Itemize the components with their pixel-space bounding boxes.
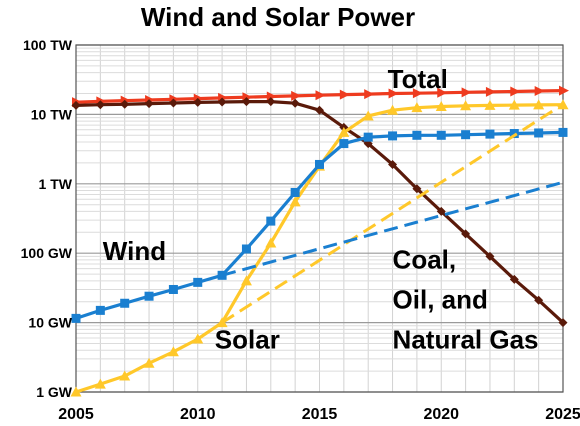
data-point-wind xyxy=(412,130,422,140)
annotation-label: Oil, and xyxy=(393,284,488,314)
y-tick-label: 10 GW xyxy=(28,315,72,331)
annotation-label: Natural Gas xyxy=(393,325,539,355)
data-point-solar xyxy=(338,126,350,137)
data-point-total xyxy=(388,88,399,99)
series-solar-trend xyxy=(221,103,564,324)
data-point-total xyxy=(510,86,521,97)
data-point-fossil xyxy=(217,97,227,107)
data-point-wind xyxy=(339,139,349,149)
data-point-wind xyxy=(436,130,446,140)
data-point-solar xyxy=(240,275,252,286)
data-point-solar xyxy=(167,346,179,357)
data-point-solar xyxy=(94,378,106,389)
y-tick-label: 1 GW xyxy=(36,384,73,400)
x-tick-label: 2015 xyxy=(302,406,338,423)
data-point-total xyxy=(412,88,423,99)
data-point-fossil xyxy=(71,100,81,110)
data-point-wind xyxy=(290,187,300,197)
data-point-solar xyxy=(119,370,131,381)
data-point-wind xyxy=(461,130,471,140)
data-point-wind xyxy=(193,277,203,287)
annotation-label: Solar xyxy=(215,325,280,355)
data-point-fossil xyxy=(290,98,300,108)
annotations: Total Wind Solar Coal, Oil, and Natural Gas xyxy=(103,64,539,355)
data-point-solar xyxy=(192,333,204,344)
data-point-fossil xyxy=(120,99,130,109)
data-point-wind xyxy=(388,131,398,141)
data-point-wind xyxy=(509,129,519,139)
chart-title: Wind and Solar Power xyxy=(141,2,415,32)
data-point-total xyxy=(291,90,302,101)
data-point-fossil xyxy=(95,100,105,110)
data-point-fossil xyxy=(315,105,324,115)
series-line-solar-trend xyxy=(221,103,564,324)
annotation-label: Coal, xyxy=(393,245,457,275)
data-point-wind xyxy=(266,216,276,226)
data-point-solar xyxy=(143,357,155,368)
data-point-wind xyxy=(315,159,324,169)
data-point-wind xyxy=(71,313,81,323)
x-tick-label: 2005 xyxy=(58,406,94,423)
data-point-solar xyxy=(265,237,277,248)
y-tick-label: 100 TW xyxy=(23,37,73,53)
plot-border xyxy=(75,44,564,393)
data-point-solar xyxy=(484,99,496,110)
data-point-fossil xyxy=(436,206,446,216)
data-point-solar xyxy=(70,386,82,397)
series-wind-trend xyxy=(221,180,564,277)
series-line-wind-trend xyxy=(221,180,564,277)
data-point-fossil xyxy=(144,99,154,109)
data-point-fossil xyxy=(241,97,251,107)
x-tick-label: 2020 xyxy=(423,406,459,423)
data-point-solar xyxy=(362,110,374,121)
data-point-solar xyxy=(533,99,545,110)
x-tick-label: 2010 xyxy=(180,406,216,423)
series-layer xyxy=(70,85,569,397)
data-point-wind xyxy=(120,298,130,308)
data-point-fossil xyxy=(485,251,495,261)
data-point-fossil xyxy=(388,159,398,169)
data-point-wind xyxy=(241,244,251,254)
data-point-wind xyxy=(217,270,227,280)
data-point-solar xyxy=(387,104,399,115)
y-tick-label: 1 TW xyxy=(39,176,73,192)
annotation-label: Wind xyxy=(103,236,166,266)
data-point-solar xyxy=(460,100,472,111)
data-point-wind xyxy=(144,291,154,301)
data-point-fossil xyxy=(461,229,471,239)
data-point-fossil xyxy=(509,274,519,284)
data-point-total xyxy=(364,89,375,100)
data-point-total xyxy=(339,89,350,100)
y-tick-label: 10 TW xyxy=(31,106,73,122)
tick-labels: 1 GW 10 GW 100 GW 1 TW 10 TW 100 TW 2005 2010 20… xyxy=(21,37,580,423)
data-point-total xyxy=(461,87,472,98)
data-point-fossil xyxy=(266,97,276,107)
data-point-wind xyxy=(168,284,178,294)
data-point-total xyxy=(559,85,569,96)
data-point-total xyxy=(315,90,326,101)
data-point-fossil xyxy=(534,295,544,305)
data-point-fossil xyxy=(412,184,422,194)
data-point-wind xyxy=(534,128,544,138)
data-point-total xyxy=(534,86,545,97)
x-tick-label: 2025 xyxy=(545,406,580,423)
data-point-total xyxy=(485,86,496,97)
data-point-total xyxy=(437,87,448,98)
data-point-wind xyxy=(485,129,495,139)
data-point-fossil xyxy=(558,318,568,328)
y-tick-label: 100 GW xyxy=(21,245,73,261)
data-point-fossil xyxy=(193,97,203,107)
series-fossil xyxy=(71,97,568,328)
data-point-solar xyxy=(411,102,423,113)
annotation-label: Total xyxy=(388,64,448,94)
data-point-wind xyxy=(558,127,568,137)
data-point-fossil xyxy=(168,98,178,108)
data-point-solar xyxy=(435,100,447,111)
data-point-solar xyxy=(508,99,520,110)
series-wind xyxy=(71,127,568,323)
data-point-solar xyxy=(289,196,301,207)
data-point-wind xyxy=(95,305,105,315)
data-point-wind xyxy=(363,132,373,142)
